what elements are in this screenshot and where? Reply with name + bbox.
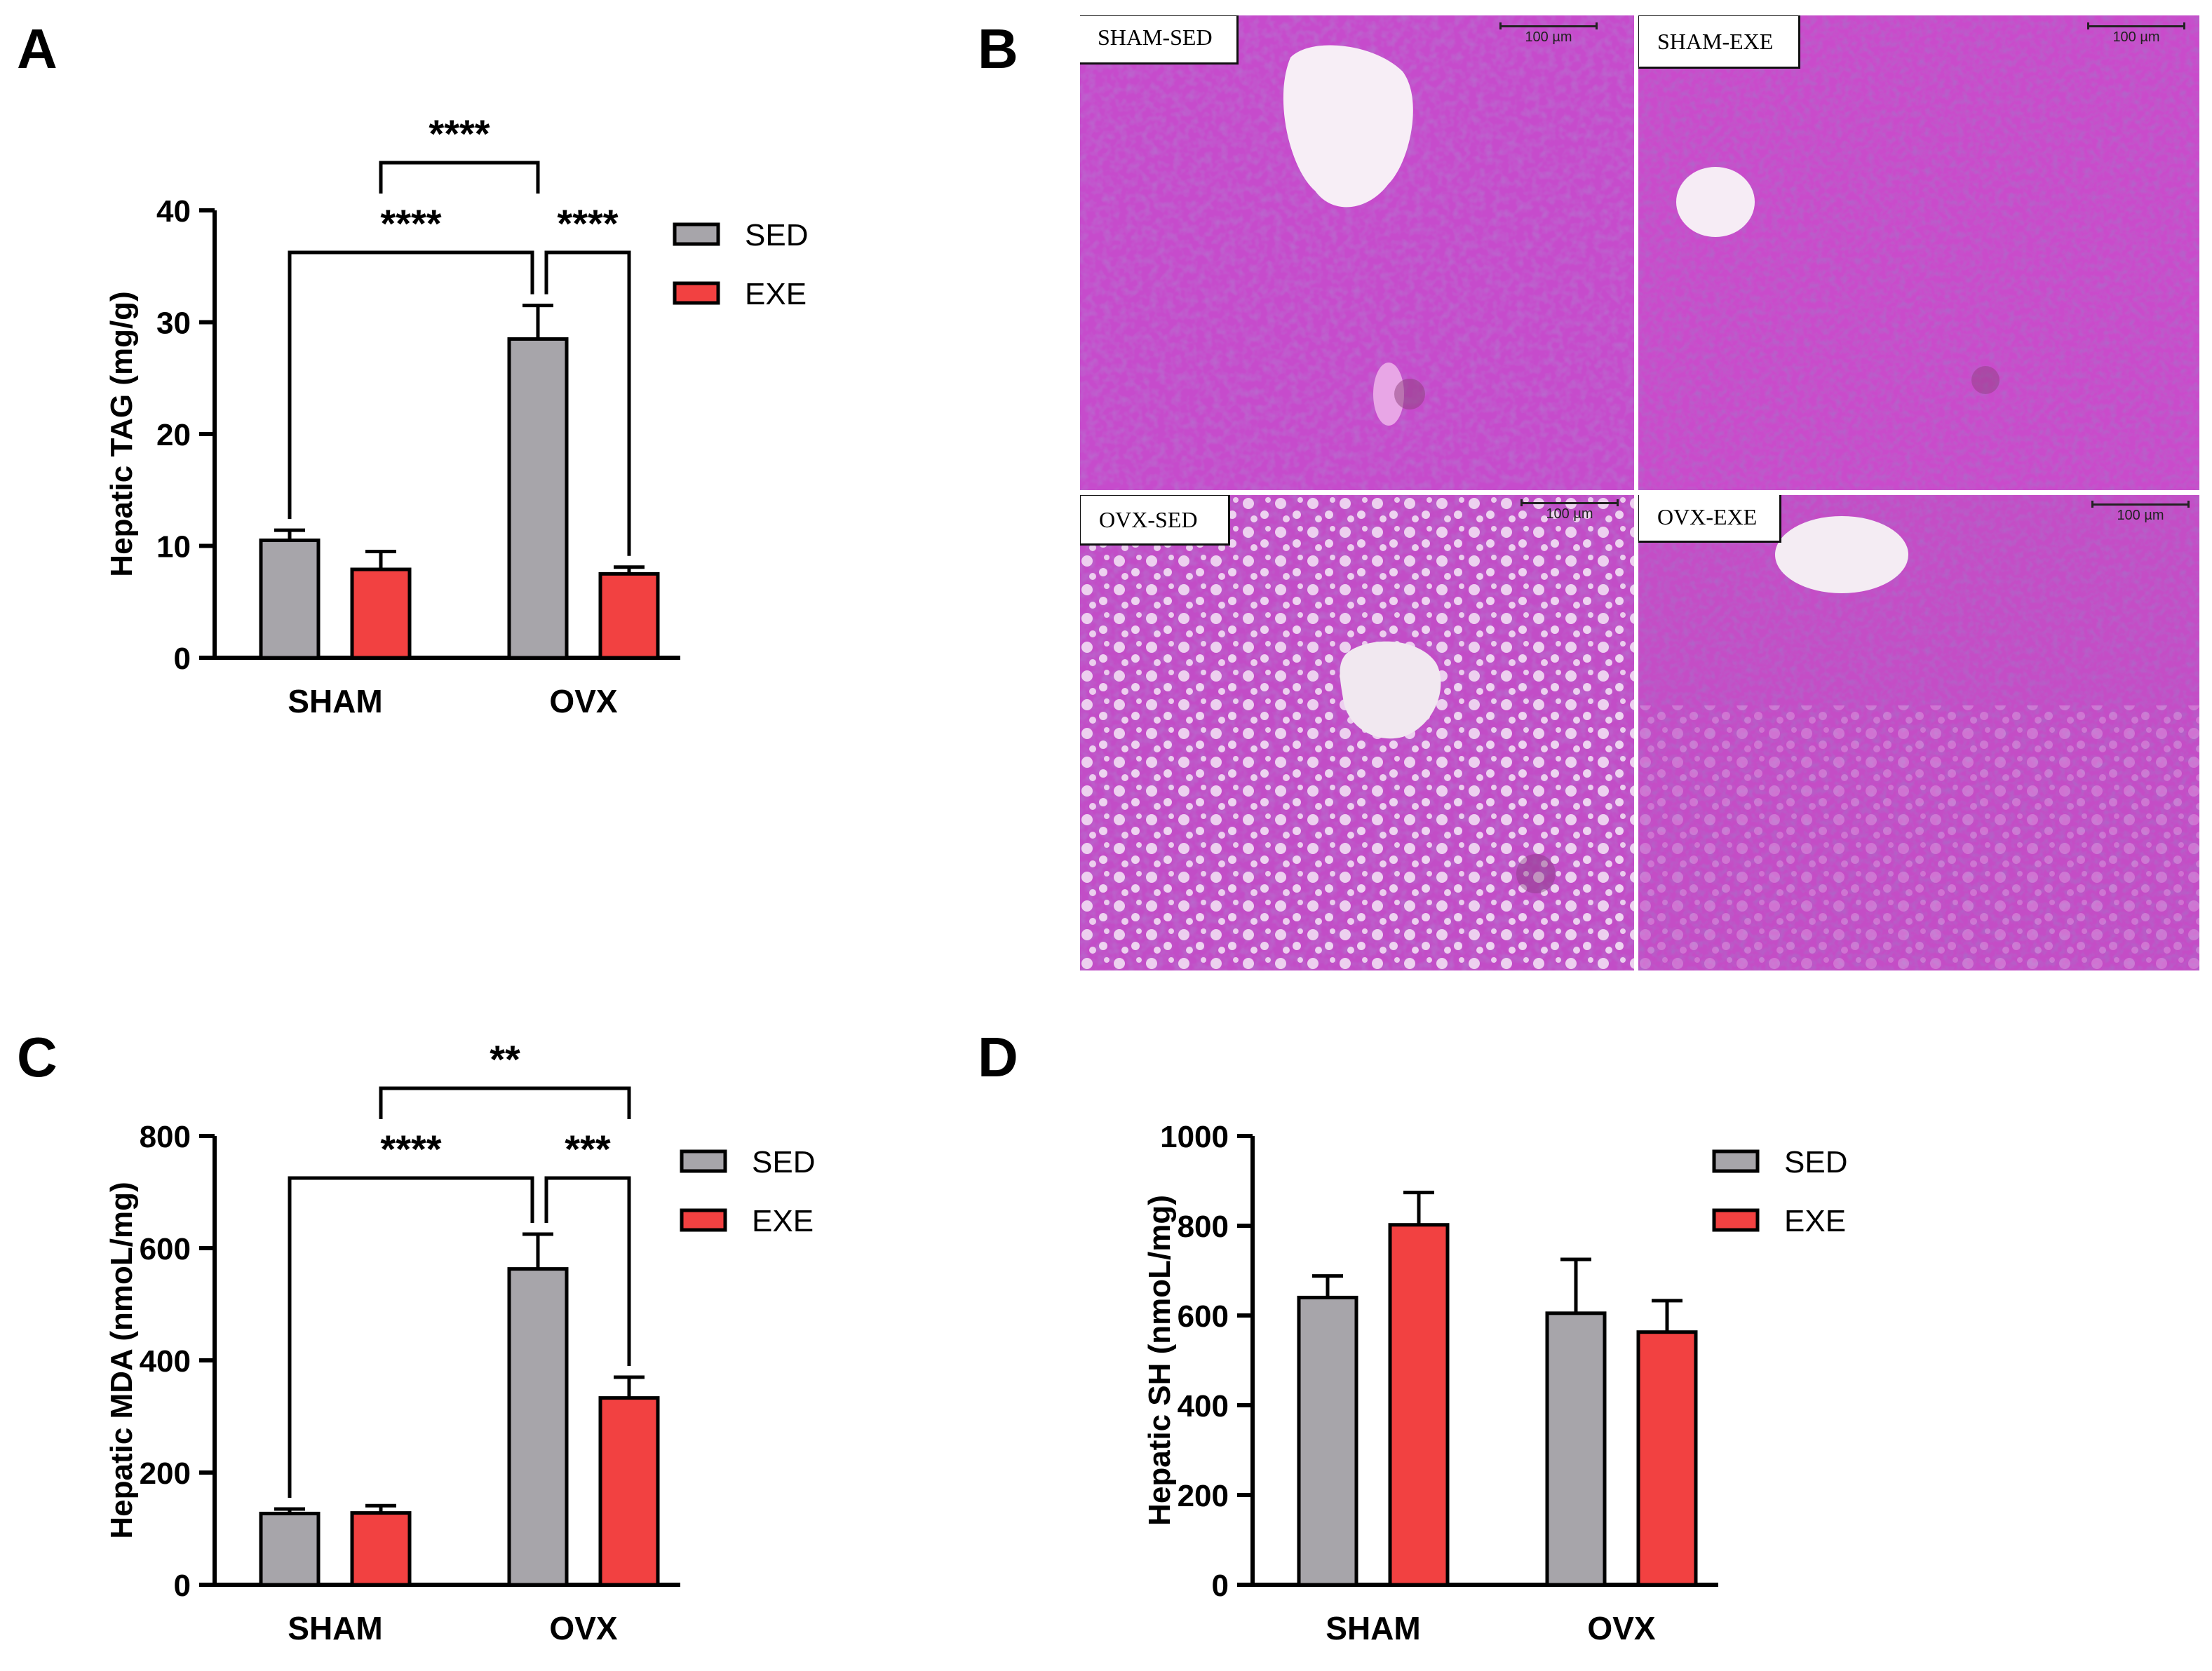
x-tick-label: OVX [549, 683, 617, 719]
significance-bracket [288, 250, 534, 520]
significance-label: *** [565, 1127, 611, 1171]
micrograph-label: SHAM-EXE [1638, 15, 1801, 69]
scale-bar: 100 µm [1520, 499, 1619, 522]
significance-bracket [544, 250, 631, 556]
bar-exe-ovx [598, 1396, 660, 1587]
y-tick-label: 800 [140, 1120, 191, 1154]
scale-bar: 100 µm [2087, 22, 2185, 45]
bar-sed-ovx [507, 1267, 569, 1587]
y-tick-label: 40 [156, 194, 191, 229]
y-tick-label: 200 [1178, 1479, 1229, 1513]
panel-letter-b: B [978, 18, 1018, 80]
x-tick-label: SHAM [288, 683, 382, 719]
scale-bar: 100 µm [2091, 501, 2190, 523]
scale-bar: 100 µm [1499, 22, 1598, 45]
histology-micrograph-grid: SHAM-SED 100 µm SHAM-EXE 100 µm OVX-SED [1080, 15, 2199, 970]
significance-label: ** [490, 1037, 520, 1081]
significance-label: **** [429, 111, 490, 156]
significance-label: **** [380, 1127, 441, 1171]
scale-bar-label: 100 µm [1525, 29, 1572, 45]
x-tick-label: OVX [549, 1610, 617, 1646]
central-vein-shape [1775, 516, 1908, 593]
legend-label-exe: EXE [745, 277, 807, 311]
legend-swatch-sed [1712, 1149, 1760, 1173]
y-axis-label: Hepatic MDA (nmoL/mg) [104, 1182, 139, 1538]
legend-swatch-sed [680, 1149, 727, 1173]
scale-bar-label: 100 µm [2117, 508, 2164, 523]
y-tick-label: 30 [156, 306, 191, 341]
legend-label-sed: SED [752, 1145, 815, 1179]
significance-bracket [544, 1176, 631, 1366]
significance-bracket [379, 1086, 631, 1119]
y-tick-label: 0 [1212, 1569, 1229, 1603]
micrograph-ovx-sed: OVX-SED 100 µm [1080, 495, 1634, 970]
y-tick-label: 0 [174, 1569, 191, 1603]
bar-sed-ovx [1545, 1311, 1607, 1587]
legend-swatch-exe [1712, 1208, 1760, 1232]
y-tick-label: 200 [140, 1456, 191, 1491]
panel-letter-c: C [17, 1026, 58, 1088]
significance-bracket [288, 1176, 534, 1498]
micrograph-ovx-exe: OVX-EXE 100 µm [1638, 495, 2199, 970]
significance-label: **** [380, 201, 441, 245]
significance-label: **** [557, 201, 618, 245]
y-tick-label: 0 [174, 642, 191, 676]
central-vein-shape [1283, 45, 1413, 208]
chart-hepatic-tag: 0 10 20 30 40 Hepatic TAG (mg/g) SHAM OVX SED EXE… [104, 111, 808, 719]
micrograph-sham-exe: SHAM-EXE 100 µm [1638, 15, 2199, 490]
y-tick-label: 1000 [1160, 1120, 1229, 1154]
legend-swatch-exe [673, 281, 720, 305]
scale-bar-label: 100 µm [2112, 29, 2160, 45]
y-tick-label: 800 [1178, 1210, 1229, 1244]
micrograph-label: SHAM-SED [1080, 15, 1239, 65]
x-tick-label: OVX [1587, 1610, 1655, 1646]
y-tick-label: 600 [140, 1232, 191, 1266]
bar-exe-sham [350, 567, 412, 660]
legend-label-exe: EXE [752, 1204, 814, 1238]
bar-exe-ovx [598, 571, 660, 660]
micrograph-label: OVX-EXE [1638, 495, 1782, 543]
y-axis-label: Hepatic SH (nmoL/mg) [1142, 1195, 1177, 1526]
micrograph-label: OVX-SED [1080, 495, 1231, 546]
y-tick-label: 10 [156, 530, 191, 564]
central-vein-shape [1340, 641, 1441, 739]
bar-sed-sham [259, 539, 321, 660]
y-tick-label: 400 [1178, 1389, 1229, 1423]
y-tick-label: 400 [140, 1344, 191, 1379]
bar-sed-sham [259, 1511, 321, 1587]
panel-letter-a: A [17, 18, 58, 80]
central-vein-shape [1676, 167, 1755, 237]
bar-sed-ovx [507, 337, 569, 660]
micrograph-sham-sed: SHAM-SED 100 µm [1080, 15, 1634, 490]
y-tick-label: 20 [156, 418, 191, 452]
bar-exe-ovx [1636, 1330, 1698, 1587]
x-tick-label: SHAM [1326, 1610, 1420, 1646]
legend-label-sed: SED [745, 218, 808, 252]
bar-sed-sham [1297, 1295, 1358, 1587]
legend-label-sed: SED [1784, 1145, 1847, 1179]
chart-hepatic-sh: 0 200 400 600 800 1000 Hepatic SH (nmoL/mg) SHA… [1142, 1120, 1847, 1646]
panel-letter-d: D [978, 1026, 1018, 1088]
legend-swatch-exe [680, 1208, 727, 1232]
legend-swatch-sed [673, 222, 720, 246]
x-tick-label: SHAM [288, 1610, 382, 1646]
significance-bracket [379, 161, 540, 194]
legend-label-exe: EXE [1784, 1204, 1846, 1238]
scale-bar-label: 100 µm [1546, 506, 1593, 522]
bar-exe-sham [350, 1511, 412, 1587]
y-tick-label: 600 [1178, 1299, 1229, 1334]
y-axis-label: Hepatic TAG (mg/g) [104, 291, 139, 576]
bar-exe-sham [1388, 1223, 1450, 1587]
